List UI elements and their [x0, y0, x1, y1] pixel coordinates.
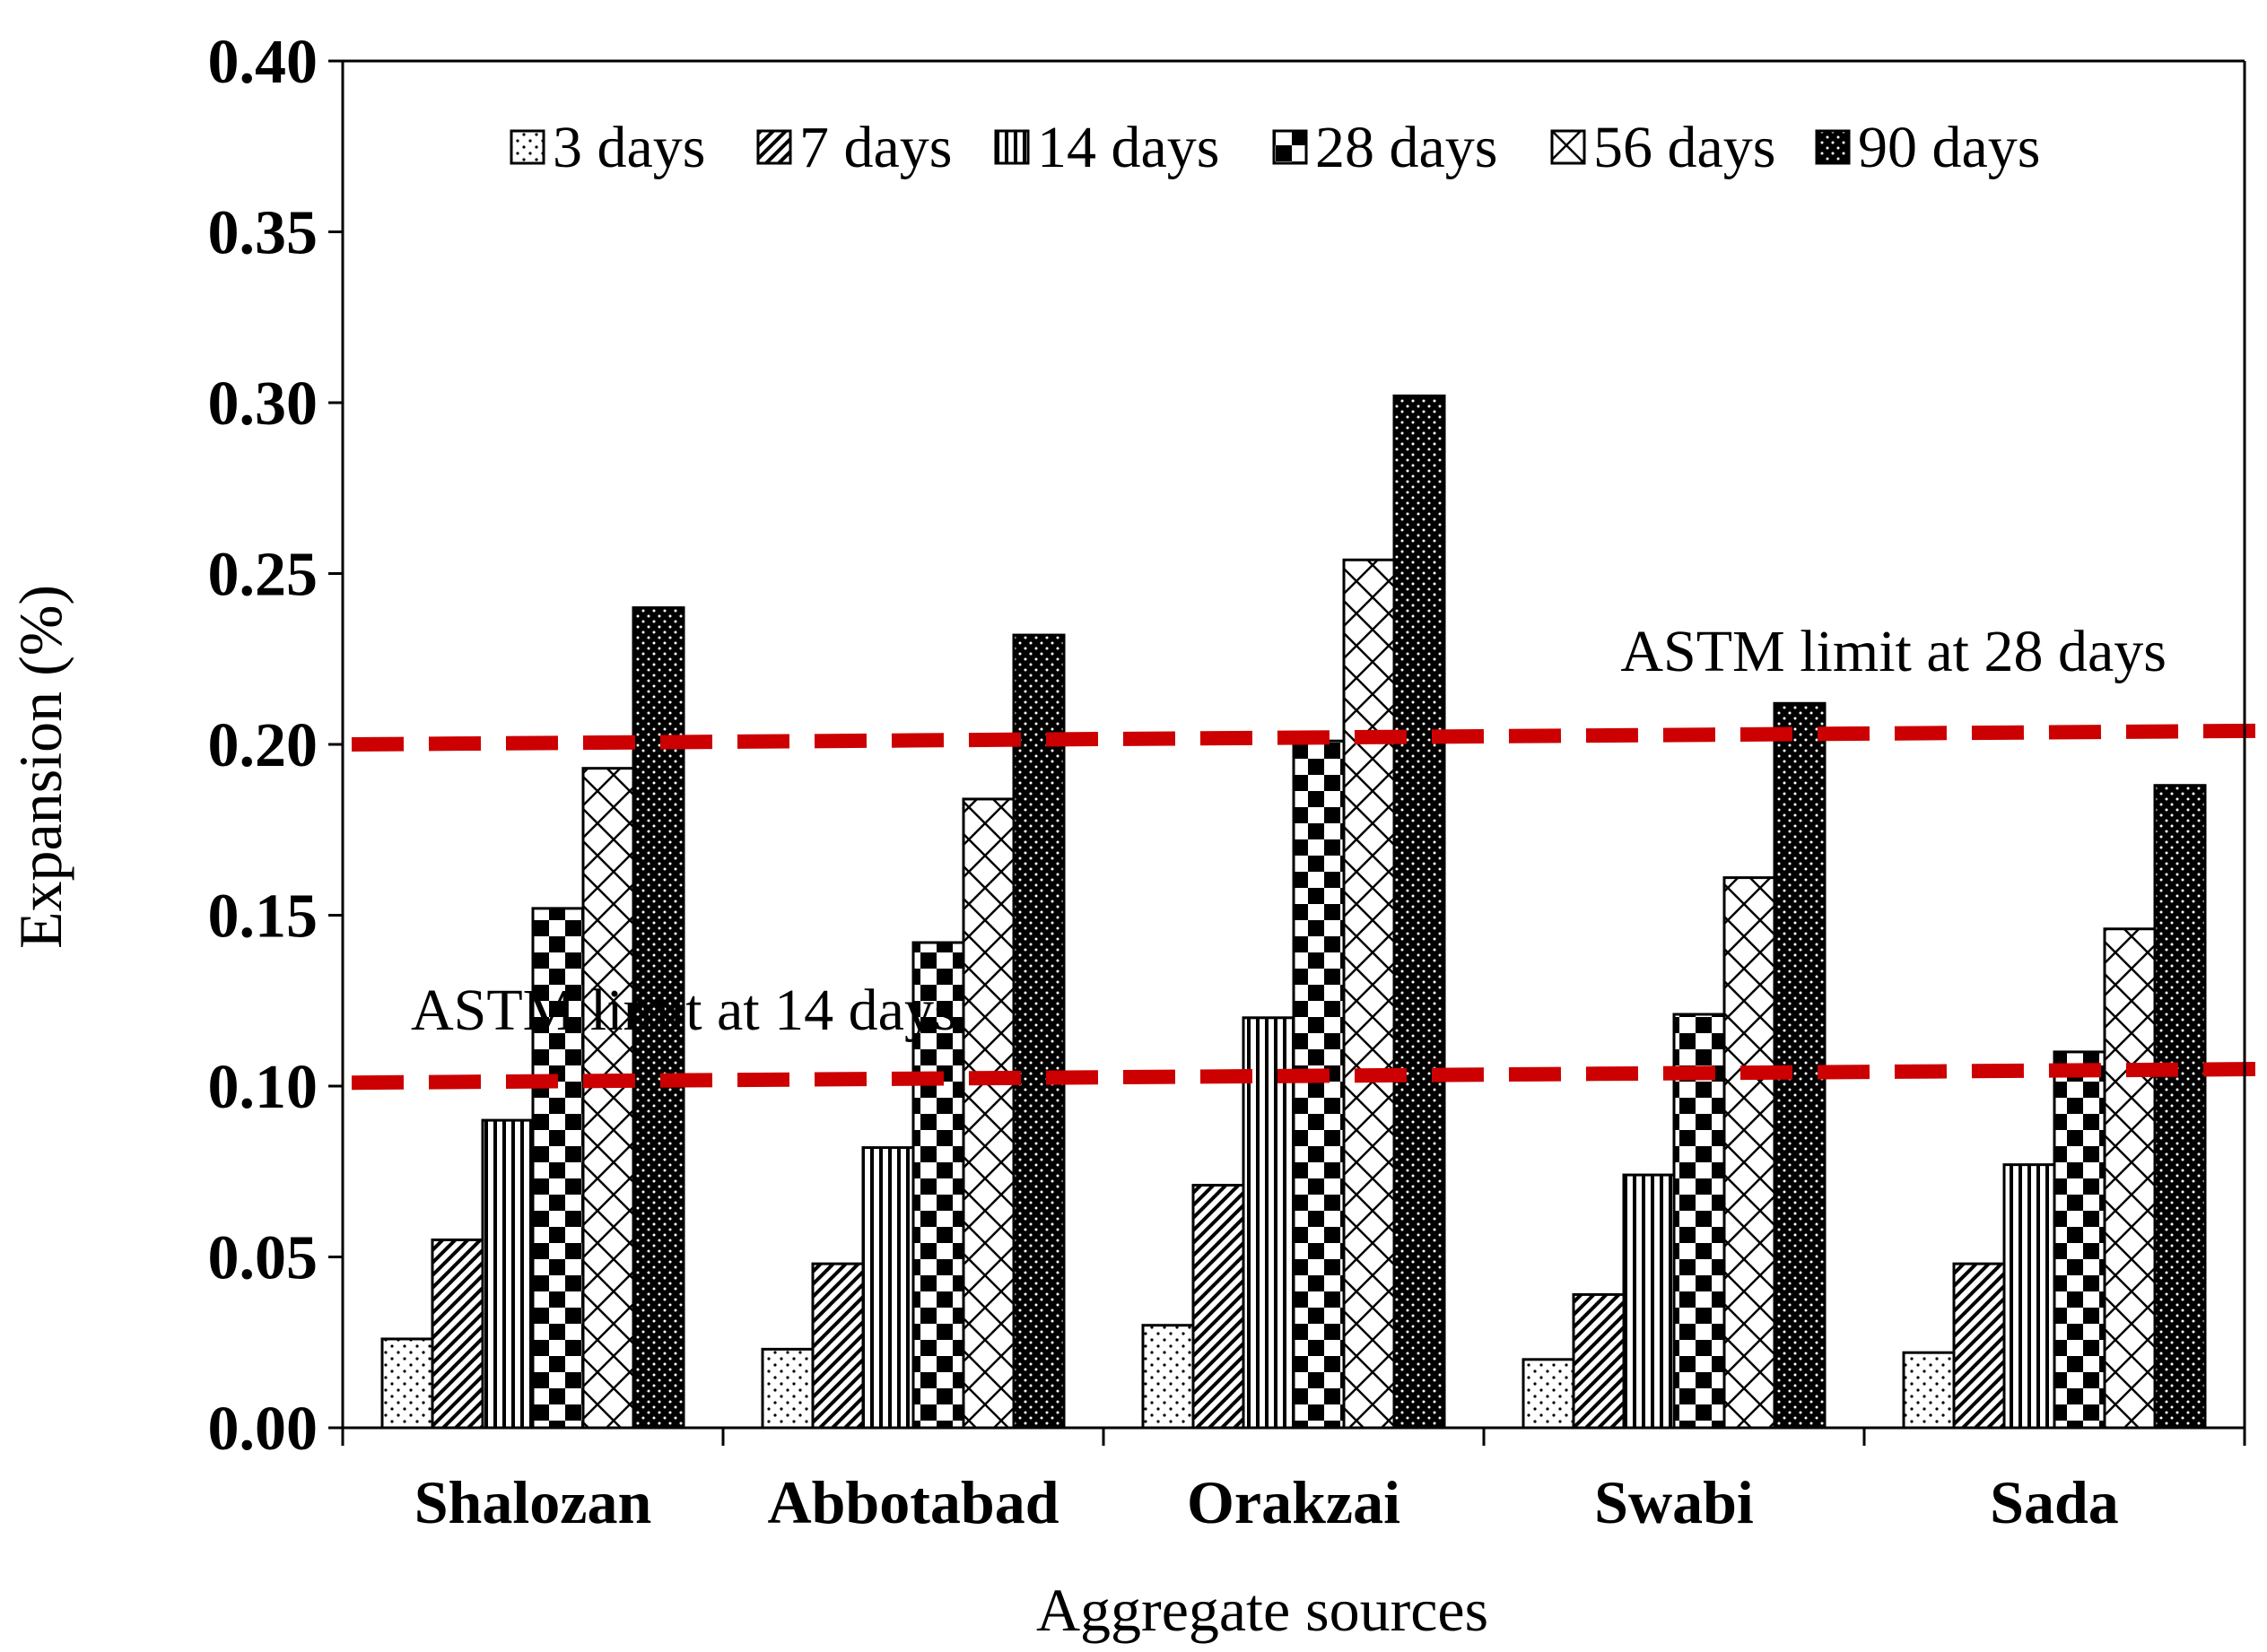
axes-layer: 0.00 0.05 0.10 0.15 0.20 0.25 0.30 0.35 0.40 Shal… — [208, 28, 2246, 1536]
bar-28-days-orakzai — [1292, 739, 1346, 1430]
legend-swatch — [1272, 129, 1308, 165]
legend-label: 56 days — [1593, 115, 1775, 180]
bar-56-days-orakzai — [1342, 558, 1396, 1430]
bar-56-days-swabi — [1722, 876, 1776, 1430]
bar-90-days-sada — [2153, 784, 2207, 1430]
bar-3-days-shalozan — [380, 1337, 434, 1430]
reference-label-2: ASTM limit at 28 days — [1620, 619, 2167, 684]
y-tick-label: 0.30 — [208, 370, 318, 439]
bar-14-days-orakzai — [1242, 1016, 1295, 1430]
x-tick-label: Orakzai — [1187, 1468, 1400, 1536]
legend-swatch — [510, 129, 545, 165]
bar-3-days-swabi — [1522, 1358, 1575, 1430]
reference-line-2 — [351, 723, 2267, 752]
bar-14-days-swabi — [1622, 1173, 1676, 1430]
legend-label: 90 days — [1858, 115, 2040, 180]
y-axis-title: Expansion (%) — [6, 585, 74, 949]
y-tick-label: 0.40 — [208, 28, 318, 97]
reference-line-1 — [351, 1061, 2267, 1091]
bar-28-days-sada — [2053, 1050, 2106, 1430]
x-tick-label: Abbotabad — [767, 1468, 1059, 1536]
x-tick-label: Swabi — [1594, 1468, 1754, 1536]
legend-label: 14 days — [1037, 115, 1219, 180]
y-tick-label: 0.00 — [208, 1395, 318, 1464]
reference-label-1: ASTM limit at 14 days — [411, 978, 957, 1043]
y-tick-label: 0.25 — [208, 541, 318, 610]
legend-label: 28 days — [1315, 115, 1497, 180]
y-tick-label: 0.35 — [208, 199, 318, 268]
bar-7-days-sada — [1952, 1262, 2006, 1430]
bar-56-days-shalozan — [581, 767, 635, 1430]
y-tick-label: 0.05 — [208, 1224, 318, 1293]
reference-lines-layer: ASTM limit at 14 days ASTM limit at 28 da… — [351, 619, 2267, 1091]
bar-56-days-abbotabad — [962, 797, 1016, 1430]
legend-swatch — [1550, 129, 1586, 165]
bars-layer — [380, 394, 2207, 1430]
legend-label: 7 days — [799, 115, 952, 180]
x-tick-label: Shalozan — [414, 1468, 652, 1536]
bar-3-days-abbotabad — [761, 1347, 815, 1430]
bar-7-days-orakzai — [1191, 1183, 1245, 1430]
bar-7-days-abbotabad — [811, 1262, 865, 1430]
legend-swatch — [756, 129, 792, 165]
bar-14-days-abbotabad — [861, 1146, 915, 1430]
bar-3-days-sada — [1902, 1351, 1956, 1430]
y-tick-label: 0.20 — [208, 711, 318, 780]
x-axis-title: Aggregate sources — [1036, 1576, 1488, 1644]
bar-90-days-abbotabad — [1012, 633, 1066, 1430]
bar-28-days-shalozan — [531, 907, 585, 1430]
legend: 3 days 7 days 14 days 28 days 56 days 90 days — [510, 115, 2040, 180]
y-tick-label: 0.15 — [208, 883, 318, 952]
legend-label: 3 days — [553, 115, 705, 180]
bar-90-days-orakzai — [1392, 394, 1446, 1430]
legend-swatch — [1815, 129, 1851, 165]
legend-swatch — [994, 129, 1030, 165]
bar-7-days-shalozan — [431, 1238, 484, 1430]
bar-7-days-swabi — [1572, 1292, 1626, 1430]
y-tick-label: 0.10 — [208, 1053, 318, 1122]
bar-14-days-sada — [2002, 1163, 2056, 1430]
bar-3-days-orakzai — [1141, 1324, 1195, 1430]
bar-14-days-shalozan — [481, 1118, 535, 1430]
bar-56-days-sada — [2103, 927, 2157, 1430]
x-tick-label: Sada — [1990, 1468, 2119, 1536]
